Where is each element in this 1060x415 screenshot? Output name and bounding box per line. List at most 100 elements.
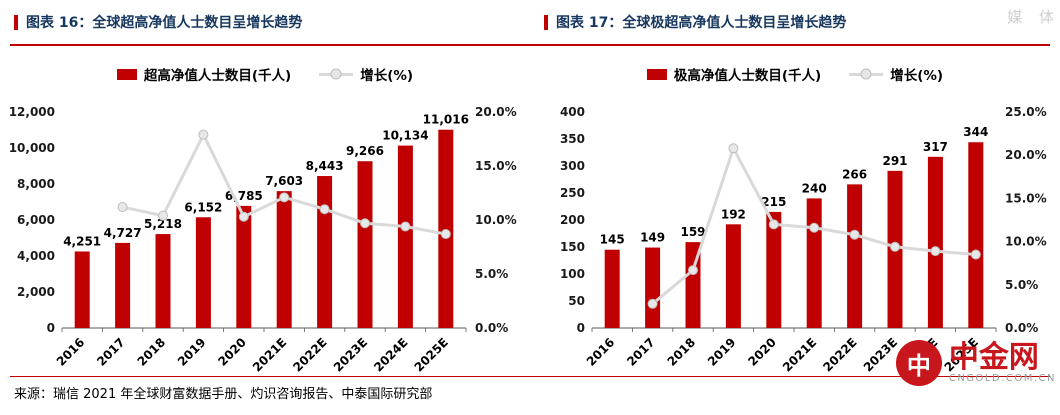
growth-line-marker <box>809 222 820 233</box>
title-accent-bar <box>544 14 548 30</box>
growth-line-marker <box>198 129 209 140</box>
bar <box>236 205 252 328</box>
line-marker-swatch <box>860 68 872 80</box>
bar-series-swatch <box>646 68 667 80</box>
x-axis-category-label: 2022E <box>820 335 859 374</box>
chart-17-title: 图表 17：全球极超高净值人士数目呈增长趋势 <box>556 15 847 31</box>
chart-16-title: 图表 16：全球超高净值人士数目呈增长趋势 <box>26 15 303 31</box>
growth-line-marker <box>890 241 900 252</box>
x-axis-category-label: 2024E <box>371 335 410 374</box>
x-axis-category-label: 2016 <box>584 335 618 369</box>
growth-line-marker <box>970 249 981 260</box>
bar-value-label: 291 <box>882 154 907 168</box>
right-axis-tick: 0.0% <box>475 321 508 335</box>
bar-value-label: 11,016 <box>423 113 469 127</box>
right-axis-tick: 10.0% <box>1005 235 1047 249</box>
bar-value-label: 317 <box>923 140 948 154</box>
left-axis-tick: 100 <box>560 267 585 281</box>
bar-value-label: 192 <box>721 207 746 221</box>
line-series-swatch <box>319 68 354 80</box>
left-axis-tick: 400 <box>560 105 585 119</box>
bar-value-label: 344 <box>963 125 988 139</box>
bar <box>927 156 943 328</box>
growth-line-marker <box>768 219 779 230</box>
left-axis-tick: 4,000 <box>17 249 55 263</box>
title-divider-line <box>10 44 1050 46</box>
right-axis-tick: 5.0% <box>1005 278 1038 292</box>
chart-16-panel: 图表 16：全球超高净值人士数目呈增长趋势 超高净值人士数目(千人) 增长(%)… <box>0 14 530 402</box>
left-axis-tick: 8,000 <box>17 177 55 191</box>
x-axis-category-label: 2020 <box>215 335 249 369</box>
x-axis-category-label: 2025E <box>412 335 451 374</box>
right-axis-tick: 0.0% <box>1005 321 1038 335</box>
cngold-domain: CNGOLD.COM.CN <box>948 372 1056 384</box>
source-divider-line <box>10 376 1050 377</box>
x-axis-category-label: 2021E <box>780 335 819 374</box>
growth-line-marker <box>279 192 290 203</box>
bar <box>645 247 661 328</box>
growth-line-marker <box>238 211 249 222</box>
growth-line-marker <box>319 204 330 215</box>
growth-line-marker <box>849 229 860 240</box>
growth-line-marker <box>930 246 941 257</box>
bar-value-label: 149 <box>640 231 665 245</box>
x-axis-category-label: 2018 <box>665 335 699 369</box>
bar-value-label: 266 <box>842 167 867 181</box>
bar-value-label: 240 <box>802 181 827 195</box>
legend-item-line: 增长(%) <box>849 64 943 84</box>
right-axis-tick: 15.0% <box>1005 191 1047 205</box>
bar-value-label: 10,134 <box>382 129 428 143</box>
chart-17-legend: 极高净值人士数目(千人) 增长(%) <box>530 64 1060 84</box>
right-axis-tick: 5.0% <box>475 267 508 281</box>
bar <box>155 234 171 328</box>
bar <box>397 145 413 328</box>
bar <box>847 184 863 328</box>
legend-item-line: 增长(%) <box>319 64 413 84</box>
bar-value-label: 9,266 <box>346 144 384 158</box>
bar-series-label: 超高净值人士数目(千人) <box>143 68 292 84</box>
bar <box>74 251 90 328</box>
bar-value-label: 4,251 <box>63 234 101 248</box>
bar <box>195 217 211 328</box>
growth-line-marker <box>728 143 739 154</box>
growth-line-marker <box>440 229 451 240</box>
left-axis-tick: 6,000 <box>17 213 55 227</box>
bar <box>766 211 782 328</box>
chart-16-legend: 超高净值人士数目(千人) 增长(%) <box>0 64 530 84</box>
cngold-wordmark: 中金网 CNGOLD.COM.CN <box>949 342 1056 384</box>
left-axis-tick: 2,000 <box>17 285 55 299</box>
bar-value-label: 159 <box>680 225 705 239</box>
left-axis-tick: 250 <box>560 186 585 200</box>
line-marker-swatch <box>330 68 342 80</box>
x-axis-category-label: 2017 <box>94 335 128 369</box>
bar <box>276 191 292 328</box>
bar-value-label: 7,603 <box>265 174 303 188</box>
line-series-label: 增长(%) <box>890 68 944 84</box>
bar-value-label: 215 <box>761 195 786 209</box>
bar <box>115 242 131 328</box>
title-accent-bar <box>14 14 18 30</box>
left-axis-tick: 300 <box>560 159 585 173</box>
left-axis-tick: 150 <box>560 240 585 254</box>
right-axis-tick: 15.0% <box>475 159 517 173</box>
bar <box>604 249 620 328</box>
growth-line-marker <box>688 265 698 276</box>
chart-16-source-note: 来源：瑞信 2021 年全球财富数据手册、灼识咨询报告、中泰国际研究部 <box>14 387 433 402</box>
cngold-logo-icon: 中 <box>895 340 942 386</box>
chart-16-canvas: 0 2,000 4,000 6,000 8,000 10,000 12,000 0.0% 5.0… <box>9 105 517 375</box>
left-axis-tick: 50 <box>568 294 585 308</box>
left-axis-tick: 10,000 <box>9 141 55 155</box>
bar-value-label: 8,443 <box>306 159 344 173</box>
bar-value-label: 4,727 <box>104 226 142 240</box>
x-axis-category-label: 2019 <box>175 335 209 369</box>
line-series-swatch <box>849 68 884 80</box>
left-axis-tick: 350 <box>560 132 585 146</box>
left-axis-tick: 0 <box>577 321 585 335</box>
right-axis-tick: 25.0% <box>1005 105 1047 119</box>
line-series-label: 增长(%) <box>360 68 414 84</box>
left-axis-tick: 12,000 <box>9 105 55 119</box>
bar-series-swatch <box>116 68 137 80</box>
left-axis-tick: 0 <box>47 321 55 335</box>
